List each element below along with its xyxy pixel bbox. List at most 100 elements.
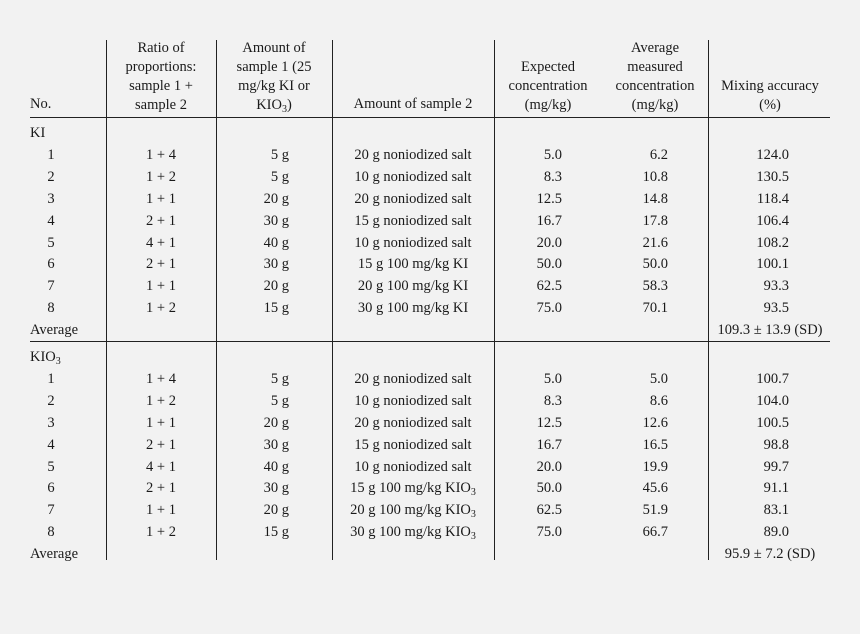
row-expected: 5.0 (543, 146, 562, 163)
row-expected: 5.0 (543, 370, 562, 387)
row-ratio: 1 + 2 (146, 524, 176, 541)
row-amount-sample-1: 40 g (263, 458, 289, 475)
row-ratio: 1 + 4 (146, 370, 176, 387)
row-accuracy: 89.0 (763, 524, 789, 541)
row-amount-sample-2: 10 g noniodized salt (354, 458, 472, 475)
row-number: 5 (47, 234, 55, 251)
row-amount-sample-1: 20 g (263, 414, 289, 431)
row-number: 7 (47, 278, 55, 295)
row-number: 6 (47, 256, 55, 273)
row-number: 4 (47, 436, 55, 453)
row-amount-sample-1: 15 g (263, 524, 289, 541)
header-amount-sample-2: Amount of sample 2 (353, 96, 473, 112)
row-amount-sample-1: 5 g (270, 392, 289, 409)
row-amount-sample-2: 20 g noniodized salt (354, 370, 472, 387)
row-accuracy: 106.4 (756, 212, 789, 229)
row-accuracy: 98.8 (763, 436, 789, 453)
row-expected: 62.5 (536, 502, 562, 519)
header-measured: Average measured concentration (mg/kg) (615, 40, 695, 113)
row-amount-sample-2: 20 g 100 mg/kg KI (357, 278, 469, 295)
row-amount-sample-1: 5 g (270, 168, 289, 185)
row-amount-sample-1: 5 g (270, 146, 289, 163)
row-expected: 8.3 (543, 392, 562, 409)
row-accuracy: 104.0 (756, 392, 789, 409)
header-expected: Expected concentration (mg/kg) (508, 59, 588, 113)
row-expected: 12.5 (536, 190, 562, 207)
row-number: 3 (47, 414, 55, 431)
row-amount-sample-2: 15 g noniodized salt (354, 212, 472, 229)
row-amount-sample-1: 15 g (263, 300, 289, 317)
row-ratio: 4 + 1 (146, 234, 176, 251)
row-amount-sample-2: 30 g 100 mg/kg KI (357, 300, 469, 317)
row-ratio: 2 + 1 (146, 436, 176, 453)
row-amount-sample-2: 15 g noniodized salt (354, 436, 472, 453)
column-divider (332, 40, 333, 560)
row-expected: 20.0 (536, 458, 562, 475)
average-label: Average (30, 322, 79, 339)
row-expected: 16.7 (536, 436, 562, 453)
row-measured: 50.0 (642, 256, 668, 273)
row-measured: 16.5 (642, 436, 668, 453)
row-amount-sample-1: 20 g (263, 502, 289, 519)
row-number: 1 (47, 370, 55, 387)
row-amount-sample-1: 30 g (263, 256, 289, 273)
row-number: 3 (47, 190, 55, 207)
row-number: 8 (47, 300, 55, 317)
row-ratio: 1 + 1 (146, 278, 176, 295)
average-value: 109.3 ± 13.9 (SD) (717, 322, 823, 339)
average-label: Average (30, 546, 79, 563)
row-expected: 75.0 (536, 300, 562, 317)
column-divider (494, 40, 495, 560)
row-number: 7 (47, 502, 55, 519)
column-divider (106, 40, 107, 560)
row-expected: 50.0 (536, 256, 562, 273)
row-measured: 6.2 (649, 146, 668, 163)
row-expected: 75.0 (536, 524, 562, 541)
row-number: 8 (47, 524, 55, 541)
row-expected: 20.0 (536, 234, 562, 251)
row-expected: 16.7 (536, 212, 562, 229)
row-measured: 45.6 (642, 480, 668, 497)
row-amount-sample-2: 20 g noniodized salt (354, 146, 472, 163)
row-amount-sample-2: 20 g noniodized salt (354, 414, 472, 431)
row-ratio: 4 + 1 (146, 458, 176, 475)
header-amount-sample-1: Amount of sample 1 (25 mg/kg KI or KIO3) (236, 40, 312, 115)
row-amount-sample-2: 30 g 100 mg/kg KIO3 (350, 524, 476, 543)
row-amount-sample-2: 20 g noniodized salt (354, 190, 472, 207)
row-accuracy: 124.0 (756, 146, 789, 163)
row-measured: 10.8 (642, 168, 668, 185)
row-measured: 70.1 (642, 300, 668, 317)
header-accuracy: Mixing accuracy (%) (721, 78, 819, 113)
row-accuracy: 99.7 (763, 458, 789, 475)
header-ratio: Ratio of proportions: sample 1 + sample … (125, 40, 197, 113)
row-amount-sample-2: 15 g 100 mg/kg KI (357, 256, 469, 273)
row-ratio: 1 + 2 (146, 300, 176, 317)
row-measured: 8.6 (649, 392, 668, 409)
row-expected: 8.3 (543, 168, 562, 185)
row-measured: 66.7 (642, 524, 668, 541)
row-accuracy: 93.5 (763, 300, 789, 317)
row-amount-sample-1: 30 g (263, 436, 289, 453)
row-number: 6 (47, 480, 55, 497)
row-measured: 58.3 (642, 278, 668, 295)
row-expected: 62.5 (536, 278, 562, 295)
row-ratio: 2 + 1 (146, 212, 176, 229)
section-rule (30, 341, 830, 342)
row-measured: 12.6 (642, 414, 668, 431)
row-number: 4 (47, 212, 55, 229)
row-ratio: 1 + 1 (146, 190, 176, 207)
row-measured: 51.9 (642, 502, 668, 519)
row-number: 2 (47, 392, 55, 409)
row-measured: 19.9 (642, 458, 668, 475)
row-accuracy: 100.7 (756, 370, 789, 387)
row-amount-sample-2: 15 g 100 mg/kg KIO3 (350, 480, 476, 499)
row-measured: 21.6 (642, 234, 668, 251)
row-accuracy: 108.2 (756, 234, 789, 251)
row-amount-sample-1: 30 g (263, 212, 289, 229)
average-value: 95.9 ± 7.2 (SD) (724, 546, 816, 563)
row-accuracy: 100.5 (756, 414, 789, 431)
row-amount-sample-2: 10 g noniodized salt (354, 392, 472, 409)
row-number: 1 (47, 146, 55, 163)
row-amount-sample-2: 20 g 100 mg/kg KIO3 (350, 502, 476, 521)
